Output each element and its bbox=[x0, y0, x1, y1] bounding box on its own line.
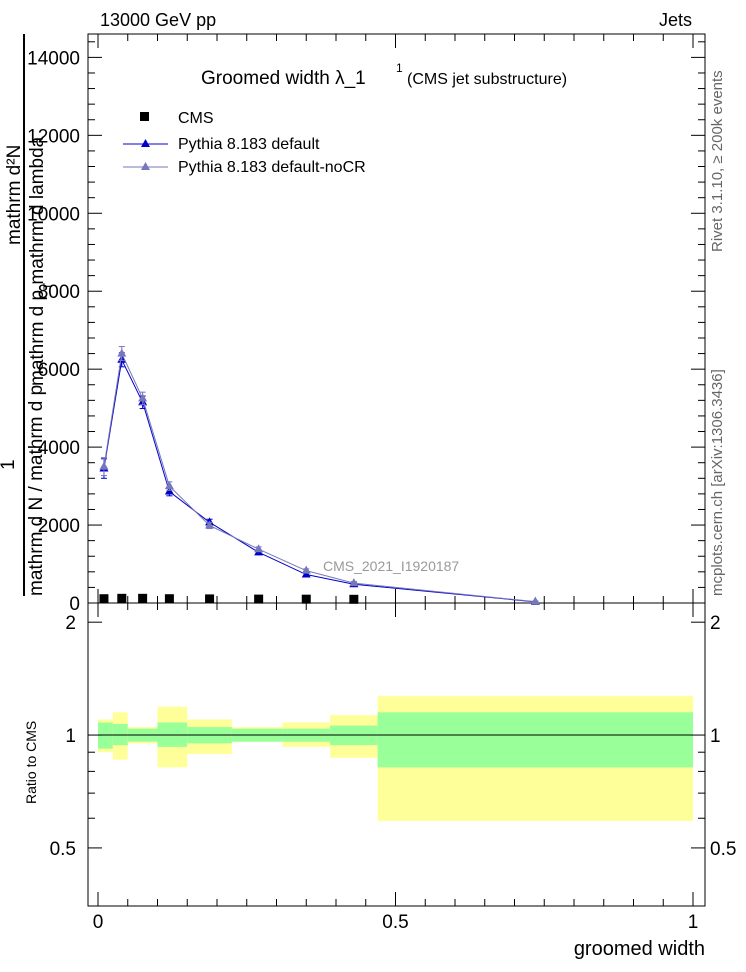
series-layer bbox=[99, 346, 540, 605]
legend-label-default: Pythia 8.183 default bbox=[178, 136, 320, 153]
ratio-inner-band-8 bbox=[377, 712, 693, 768]
legend-marker-default bbox=[141, 139, 150, 147]
ratio-ytick-label: 1 bbox=[65, 726, 76, 747]
mcplots-label: mcplots.cern.ch [arXiv:1306.3436] bbox=[709, 369, 726, 596]
series-2-point bbox=[99, 461, 109, 470]
main-ytick-label: 12000 bbox=[27, 126, 80, 147]
legend: CMS Pythia 8.183 default Pythia 8.183 de… bbox=[123, 110, 366, 176]
series-0-point bbox=[349, 594, 359, 604]
ratio-bands bbox=[98, 696, 693, 821]
chart-title-main: Groomed width λ_1 bbox=[201, 68, 366, 89]
ylabel-upper-den: mathrm d p mathrm d lambda bbox=[27, 136, 48, 386]
series-2-point bbox=[254, 544, 264, 553]
header-left: 13000 GeV pp bbox=[100, 10, 216, 30]
main-ytick-label: 0 bbox=[69, 594, 80, 615]
series-0-point bbox=[99, 594, 109, 604]
series-2-point bbox=[138, 393, 148, 402]
series-2-point bbox=[530, 596, 540, 605]
ratio-axis-ticks: 0.5 0.5 1 1 2 2 0 0.5 1 bbox=[50, 603, 736, 933]
legend-marker-nocr bbox=[141, 162, 150, 170]
series-0-point bbox=[164, 594, 174, 604]
series-1-line bbox=[103, 358, 536, 603]
main-ytick-label: 14000 bbox=[27, 48, 80, 69]
legend-label-nocr: Pythia 8.183 default-noCR bbox=[178, 159, 366, 176]
ylabel-lower: mathrm d N / mathrm d p bbox=[26, 385, 47, 596]
series-0-point bbox=[138, 593, 148, 603]
ratio-xtick-label: 0 bbox=[93, 912, 104, 933]
series-0-point bbox=[254, 594, 264, 604]
main-ytick-label: 2000 bbox=[38, 516, 80, 537]
chart-title: Groomed width λ_1 bbox=[201, 68, 366, 89]
main-axis-ticks: 0 2000 4000 6000 8000 10000 12000 14000 bbox=[27, 34, 705, 615]
header-right: Jets bbox=[659, 10, 692, 30]
chart-title-sup: 1 bbox=[396, 61, 403, 75]
xlabel: groomed width bbox=[574, 938, 705, 960]
ratio-xtick-label: 1 bbox=[688, 912, 699, 933]
ratio-ytick-label-right: 1 bbox=[710, 726, 721, 747]
analysis-watermark: CMS_2021_I1920187 bbox=[323, 558, 459, 574]
ratio-inner-band-0 bbox=[98, 722, 113, 749]
series-2-point bbox=[164, 481, 174, 490]
ratio-ytick-label: 2 bbox=[65, 613, 76, 634]
main-ytick-label: 8000 bbox=[38, 282, 80, 303]
rivet-label: Rivet 3.1.10, ≥ 200k events bbox=[709, 70, 726, 252]
ratio-ylabel: Ratio to CMS bbox=[23, 721, 39, 804]
series-0-point bbox=[205, 594, 215, 604]
ratio-ytick-label-right: 2 bbox=[710, 613, 721, 634]
ylabel-sub: T bbox=[41, 282, 55, 290]
series-2-point bbox=[301, 565, 311, 574]
series-2-point bbox=[349, 578, 359, 587]
ratio-xtick-label: 0.5 bbox=[382, 912, 408, 933]
series-2-line bbox=[103, 351, 536, 603]
series-2-point bbox=[117, 348, 127, 357]
ratio-ytick-label: 0.5 bbox=[50, 839, 76, 860]
main-ytick-label: 6000 bbox=[38, 360, 80, 381]
ratio-panel-frame bbox=[87, 602, 706, 907]
ylabel-upper: mathrm d²N bbox=[4, 145, 25, 245]
ylabel-one: 1 bbox=[0, 459, 19, 470]
main-ytick-label: 4000 bbox=[38, 438, 80, 459]
series-0-point bbox=[301, 594, 311, 604]
legend-marker-cms bbox=[140, 112, 149, 121]
ratio-ytick-label-right: 0.5 bbox=[710, 839, 736, 860]
series-0-point bbox=[117, 593, 127, 603]
legend-label-cms: CMS bbox=[178, 110, 214, 127]
main-ytick-label: 10000 bbox=[27, 204, 80, 225]
series-2-point bbox=[205, 520, 215, 529]
chart-title-sub: (CMS jet substructure) bbox=[407, 71, 567, 88]
